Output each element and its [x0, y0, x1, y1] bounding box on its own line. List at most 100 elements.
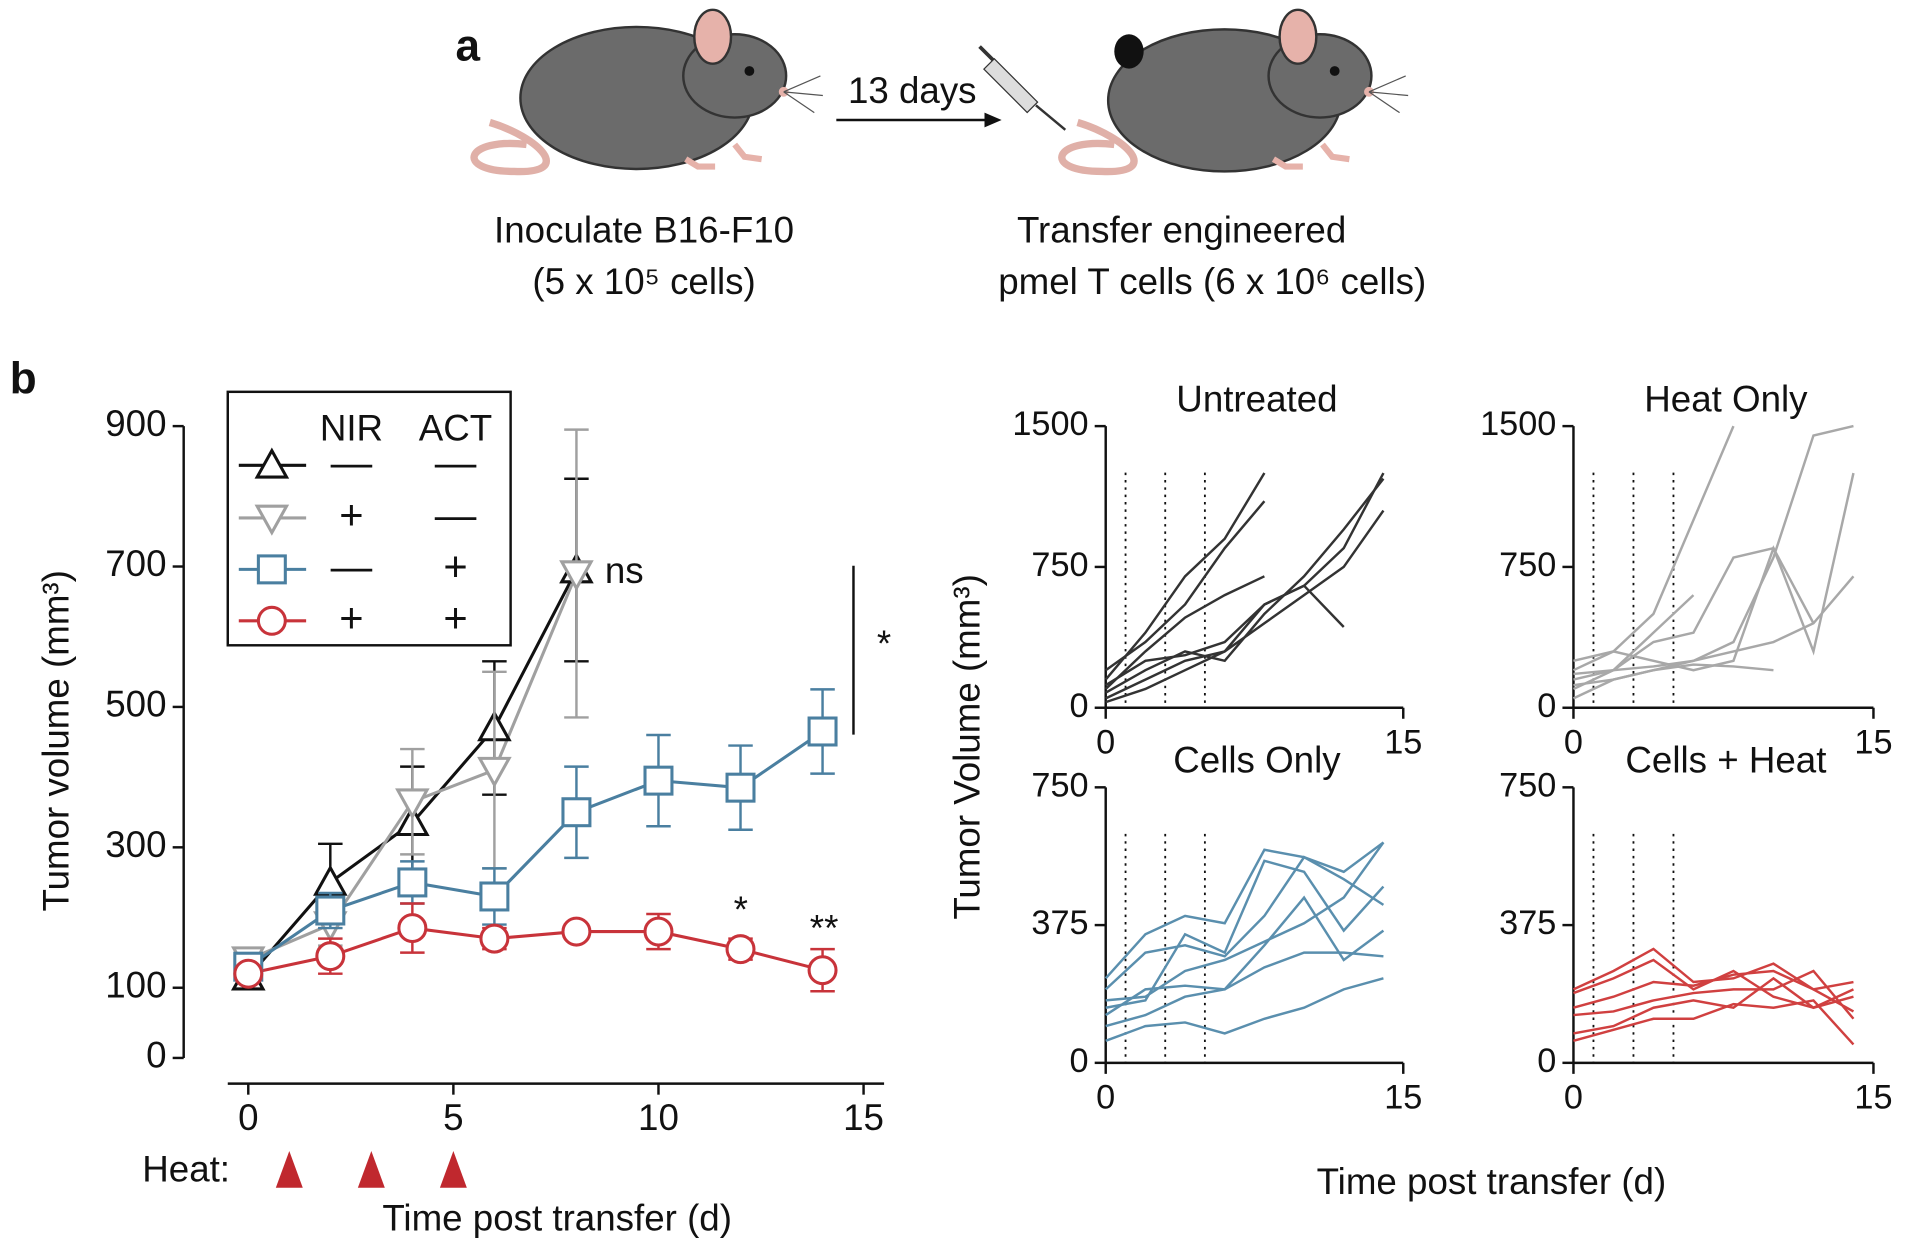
mouse-line [1573, 575, 1855, 676]
mouse-line [1572, 425, 1735, 672]
marker [315, 895, 346, 926]
annotation: * [877, 623, 891, 664]
mouse-line [1104, 472, 1266, 681]
y-tick-label: 0 [1070, 1042, 1089, 1080]
mouse-line [1105, 472, 1385, 700]
y-tick-label: 0 [1537, 1042, 1556, 1080]
marker [315, 941, 346, 972]
legend-sign: + [339, 594, 363, 641]
y-tick-label: 500 [105, 684, 166, 725]
small-chart: 0 750 1500 0 15 Heat Only [1480, 378, 1892, 761]
heat-marker [275, 1151, 303, 1188]
y-tick-label: 1500 [1012, 405, 1088, 443]
small-chart: 0 750 1500 0 15 Untreated [1012, 378, 1422, 761]
caption: Inoculate B16-F10 [494, 209, 794, 250]
legend-sign: — [435, 491, 477, 538]
x-tick-label: 0 [1096, 1079, 1115, 1117]
marker [807, 716, 838, 747]
arrow [836, 112, 1002, 128]
mouse-line [1573, 663, 1774, 687]
y-axis-title: Tumor volume (mm³) [35, 570, 76, 911]
mouse-line [1105, 584, 1345, 687]
legend-header: ACT [419, 408, 492, 449]
marker [313, 864, 348, 896]
legend-marker [254, 447, 290, 479]
marker [479, 881, 510, 912]
y-tick-label: 750 [1031, 546, 1088, 584]
y-tick-label: 375 [1031, 904, 1088, 942]
mouse-line [1105, 951, 1384, 1028]
y-tick-label: 0 [1537, 687, 1556, 725]
mouse-line [1573, 969, 1855, 1020]
x-tick-label: 0 [1096, 724, 1115, 762]
y-tick-label: 375 [1499, 904, 1556, 942]
syringe [978, 45, 1067, 131]
chart-title: Untreated [1176, 378, 1337, 419]
legend-marker [256, 554, 287, 585]
marker [395, 788, 430, 820]
mouse-line [1104, 575, 1265, 690]
small-chart: 0 375 750 0 15 Cells + Heat [1499, 740, 1892, 1117]
marker [561, 797, 592, 828]
annotation: ** [810, 907, 839, 948]
x-tick-label: 0 [238, 1097, 258, 1138]
heat-marker [439, 1151, 467, 1188]
x-tick-label: 15 [1384, 1079, 1422, 1117]
annotation: ns [605, 550, 644, 591]
caption: (5 x 10⁵ cells) [532, 261, 755, 302]
heat-marker [357, 1151, 385, 1188]
x-tick-label: 5 [443, 1097, 463, 1138]
mouse-line [1572, 424, 1854, 700]
mouse-right [1058, 8, 1409, 176]
marker [397, 867, 428, 898]
legend-sign: — [331, 438, 373, 485]
arrow-label: 13 days [848, 70, 977, 111]
marker [559, 560, 594, 592]
mouse-line [1105, 841, 1385, 1002]
marker [233, 958, 264, 989]
legend-sign: — [331, 542, 373, 589]
x-axis-title: Time post transfer (d) [1317, 1161, 1667, 1202]
heat-label: Heat: [142, 1149, 230, 1190]
marker [643, 916, 674, 947]
y-axis-title: Tumor Volume (mm³) [946, 574, 987, 919]
legend-sign: + [443, 542, 467, 589]
y-tick-label: 750 [1499, 766, 1556, 804]
chart-title: Cells Only [1173, 740, 1341, 781]
y-tick-label: 900 [105, 403, 166, 444]
caption: Transfer engineered [1017, 209, 1346, 250]
marker [561, 916, 592, 947]
x-tick-label: 15 [1854, 724, 1892, 762]
mouse-line [1105, 509, 1385, 704]
y-tick-label: 700 [105, 543, 166, 584]
panel-label: b [10, 355, 37, 404]
y-tick-label: 100 [105, 964, 166, 1005]
chart-title: Cells + Heat [1625, 740, 1826, 781]
mouse-line [1105, 500, 1266, 672]
marker [725, 772, 756, 803]
small-chart: 0 375 750 0 15 Cells Only [1031, 740, 1422, 1117]
legend-header: NIR [320, 408, 383, 449]
legend-sign: + [443, 594, 467, 641]
mouse-line [1572, 947, 1854, 991]
y-tick-label: 300 [105, 824, 166, 865]
marker [725, 934, 756, 965]
mouse-line [1105, 895, 1385, 1017]
panel-label: a [456, 22, 481, 71]
mouse-line [1573, 594, 1695, 681]
mouse-line [1573, 976, 1854, 1035]
mouse-line [1104, 855, 1385, 991]
annotation: * [734, 889, 748, 930]
x-tick-label: 15 [843, 1097, 884, 1138]
x-tick-label: 15 [1384, 724, 1422, 762]
marker [643, 765, 674, 796]
mouse-left [470, 8, 823, 176]
mouse-line [1104, 841, 1385, 980]
marker [479, 923, 510, 954]
x-tick-label: 10 [638, 1097, 679, 1138]
legend-marker [256, 605, 287, 636]
x-axis-title: Time post transfer (d) [382, 1197, 732, 1238]
x-tick-label: 0 [1564, 1079, 1583, 1117]
